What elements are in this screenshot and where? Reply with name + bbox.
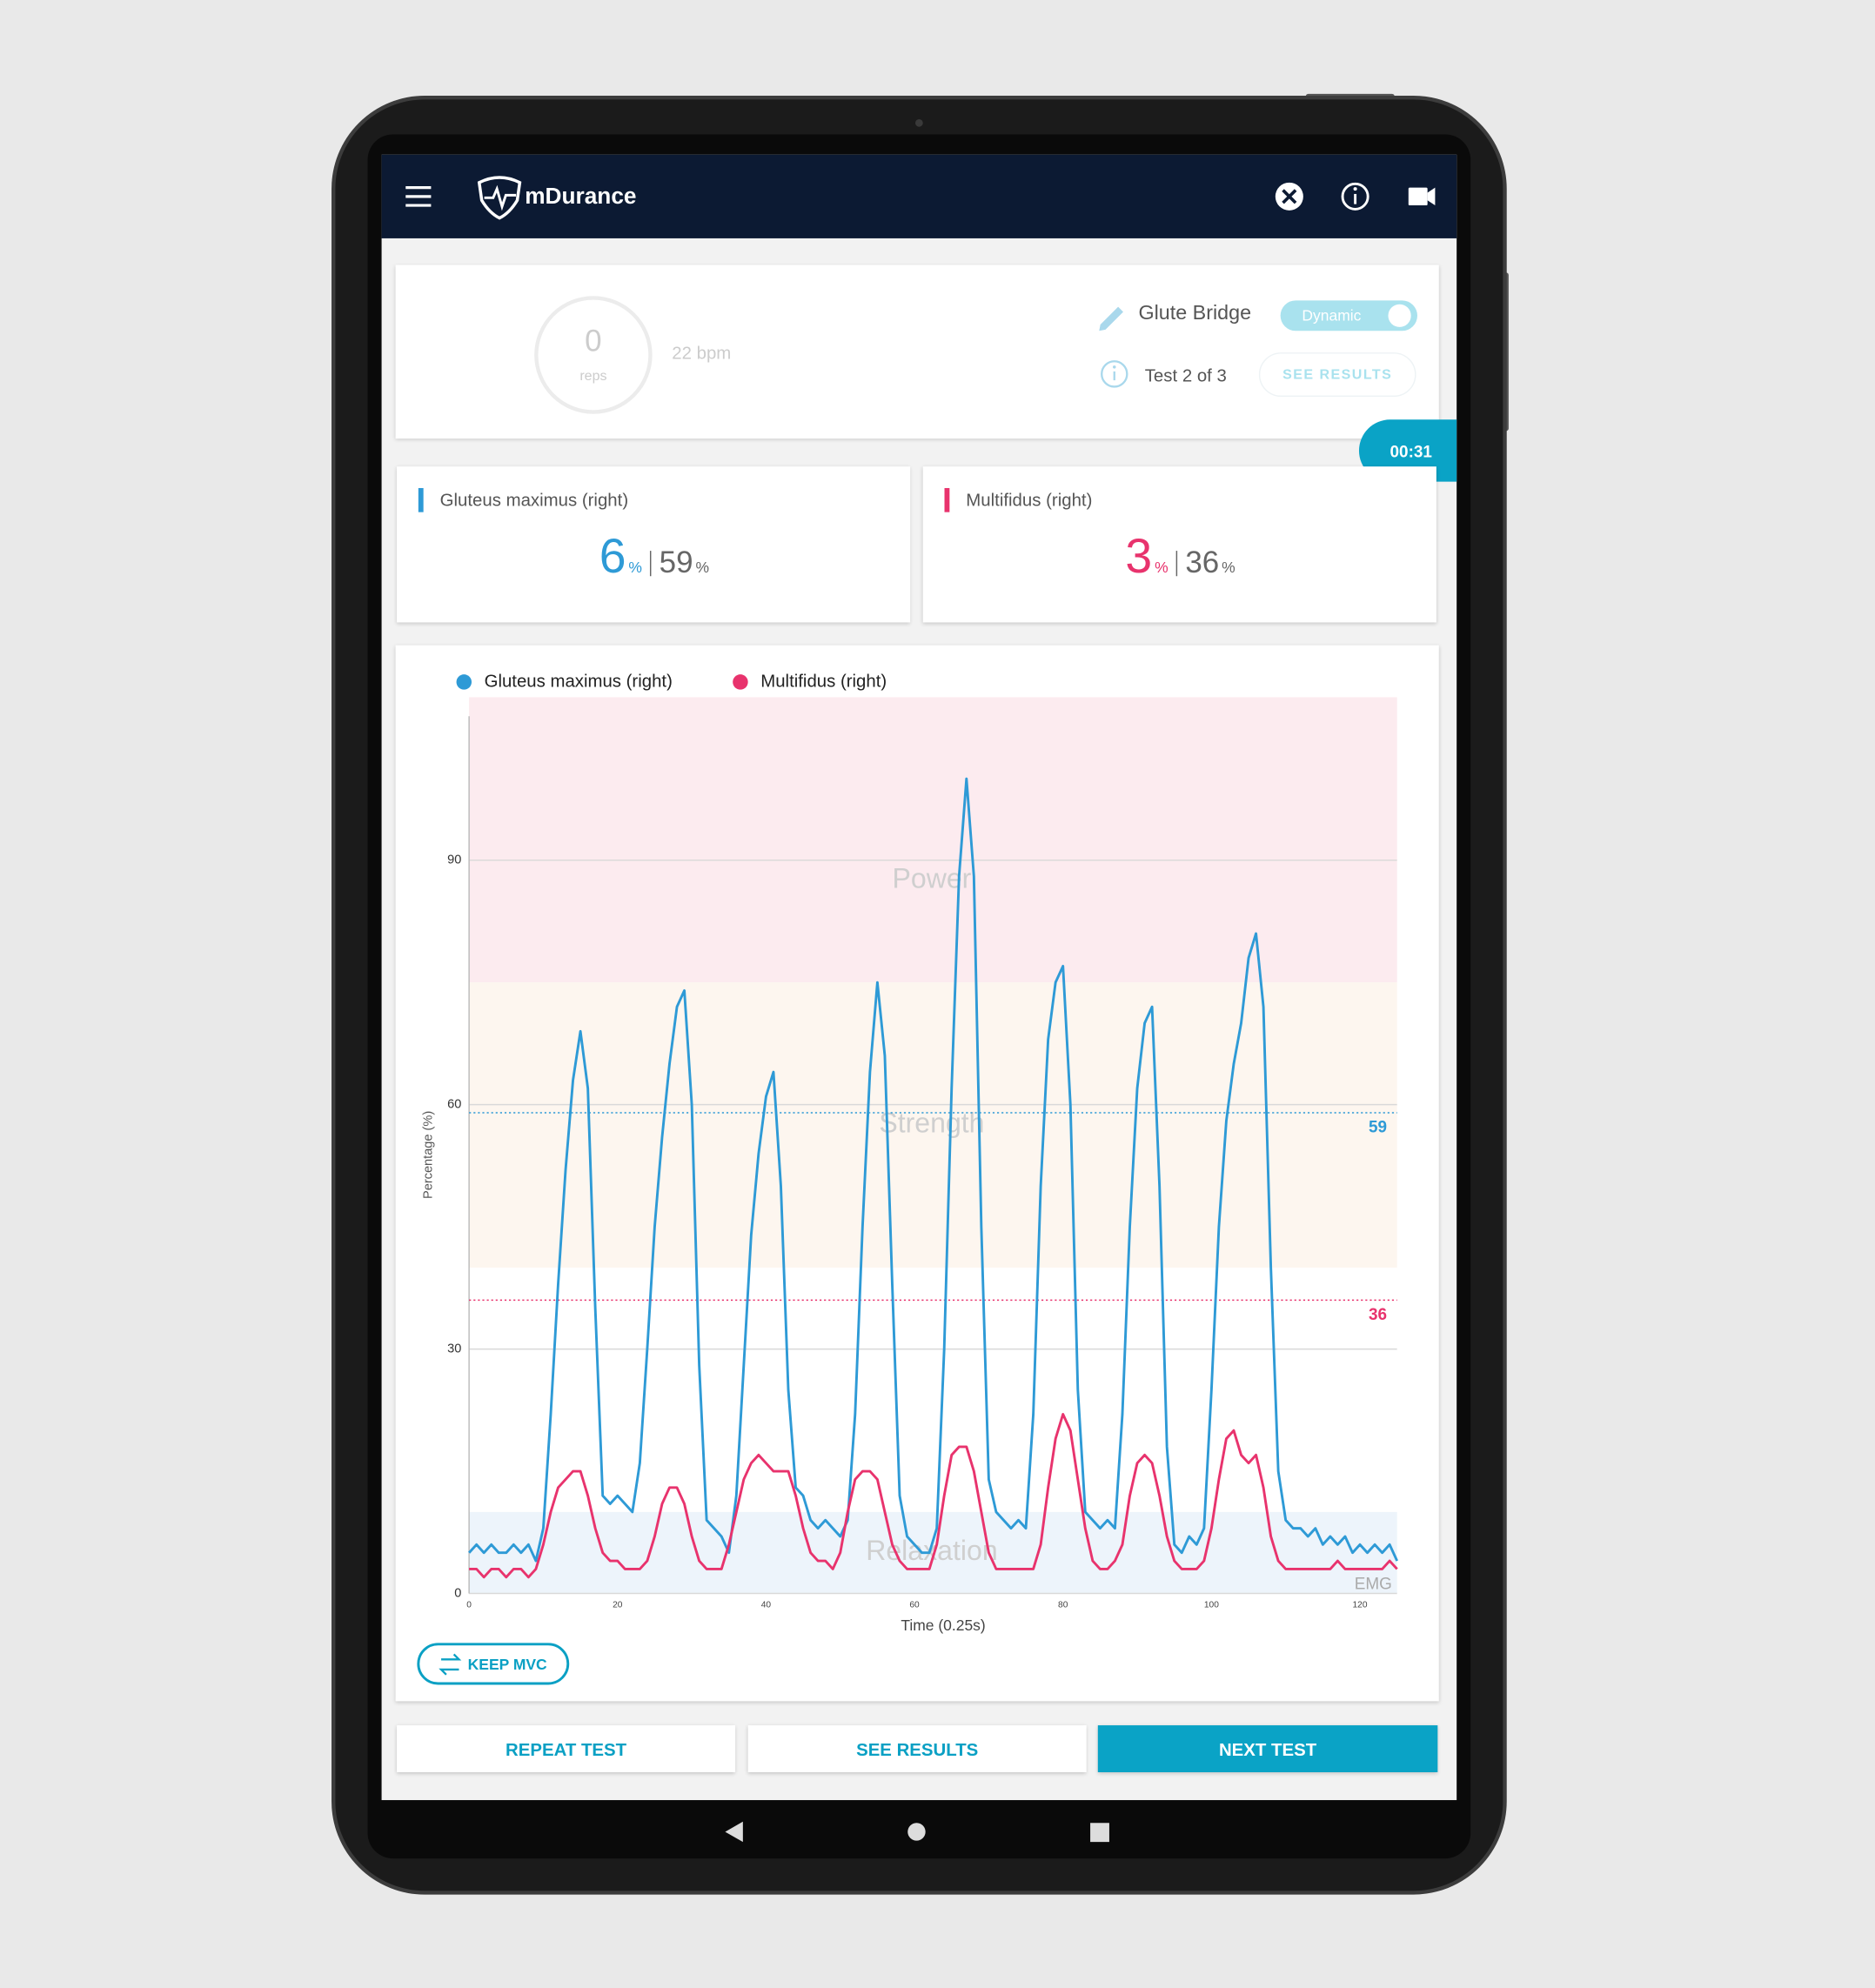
see-results-label: SEE RESULTS [1282,367,1393,384]
separator [649,550,652,576]
mvc-label: 59 [1369,1118,1387,1136]
nav-back[interactable] [725,1821,743,1843]
muscle-card [922,466,1436,623]
volume-button [1501,272,1509,432]
series-line [469,1413,1398,1579]
rate: 22 bpm [672,342,732,363]
card-color-bar [944,487,950,512]
mvc-unit: % [1222,558,1235,577]
nav-recent[interactable] [1090,1823,1109,1843]
card-values: 6% 59% [599,531,709,586]
x-tick-label: 120 [1353,1600,1368,1610]
next-test-button[interactable]: NEXT TEST [1097,1725,1438,1772]
reps-count: 0 [585,325,602,359]
app-name: mDurance [525,183,637,209]
y-axis-title: Percentage (%) [421,1111,435,1199]
mvc-unit: % [695,558,710,577]
card-values: 3% 36% [1125,531,1235,586]
corner-label: EMG [1355,1575,1392,1593]
mvc-value: 36 [1185,546,1220,580]
x-tick-label: 20 [613,1600,623,1610]
muscle-card [397,466,911,623]
toggle-knob [1388,304,1411,327]
see-results-button[interactable]: SEE RESULTS [747,1725,1087,1772]
zone-label: Strength [879,1108,984,1139]
series-line [468,777,1399,1563]
zone-band [469,982,1397,1268]
keep-mvc-label: KEEP MVC [467,1655,547,1674]
reps-label: reps [579,369,607,385]
nav-home[interactable] [907,1823,926,1841]
legend-label: Gluteus maximus (right) [485,672,673,691]
card-color-bar [418,487,424,512]
current-unit: % [1155,558,1169,577]
x-tick-label: 60 [909,1600,920,1610]
mode-label: Dynamic [1302,306,1362,325]
power-button [1305,93,1395,102]
x-axis-title: Time (0.25s) [901,1617,985,1634]
card-title: Multifidus (right) [966,489,1093,510]
timer: 00:31 [1390,441,1432,461]
current-value: 3 [1125,530,1153,584]
x-tick-label: 0 [466,1600,472,1610]
separator [1175,550,1178,576]
keep-mvc-button[interactable] [417,1643,570,1685]
y-tick-label: 30 [447,1342,461,1355]
x-tick-label: 100 [1204,1600,1219,1610]
see-results-pill[interactable] [1258,352,1416,398]
exercise-name: Glute Bridge [1138,303,1252,325]
legend-marker [456,674,472,690]
y-tick-label: 0 [454,1586,461,1600]
y-tick-label: 90 [447,853,461,867]
repeat-test-button[interactable]: REPEAT TEST [397,1725,736,1772]
x-tick-label: 80 [1058,1600,1068,1610]
card-title: Gluteus maximus (right) [439,489,629,510]
test-progress: Test 2 of 3 [1144,365,1227,385]
mvc-label: 36 [1369,1306,1387,1324]
current-unit: % [628,558,642,577]
legend-label: Multifidus (right) [760,672,887,691]
zone-band [469,697,1397,983]
x-tick-label: 40 [761,1600,772,1610]
legend-marker [733,674,748,690]
camera [915,118,923,127]
current-value: 6 [599,530,626,584]
y-tick-label: 60 [447,1097,461,1111]
mvc-value: 59 [659,546,693,580]
